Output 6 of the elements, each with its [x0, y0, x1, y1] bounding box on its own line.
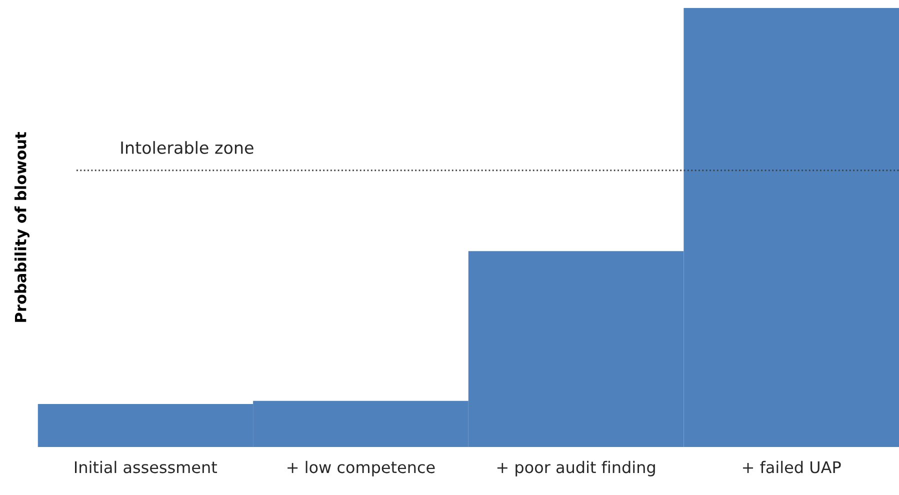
- y-axis-title: Probability of blowout: [14, 132, 30, 322]
- ref-line-label: Intolerable zone: [121, 141, 254, 154]
- x-tick-label: + poor audit finding: [497, 460, 655, 476]
- x-tick-label: + failed UAP: [743, 460, 841, 474]
- x-tick-label: + low competence: [288, 460, 435, 476]
- x-tick-label: Initial assessment: [75, 460, 218, 474]
